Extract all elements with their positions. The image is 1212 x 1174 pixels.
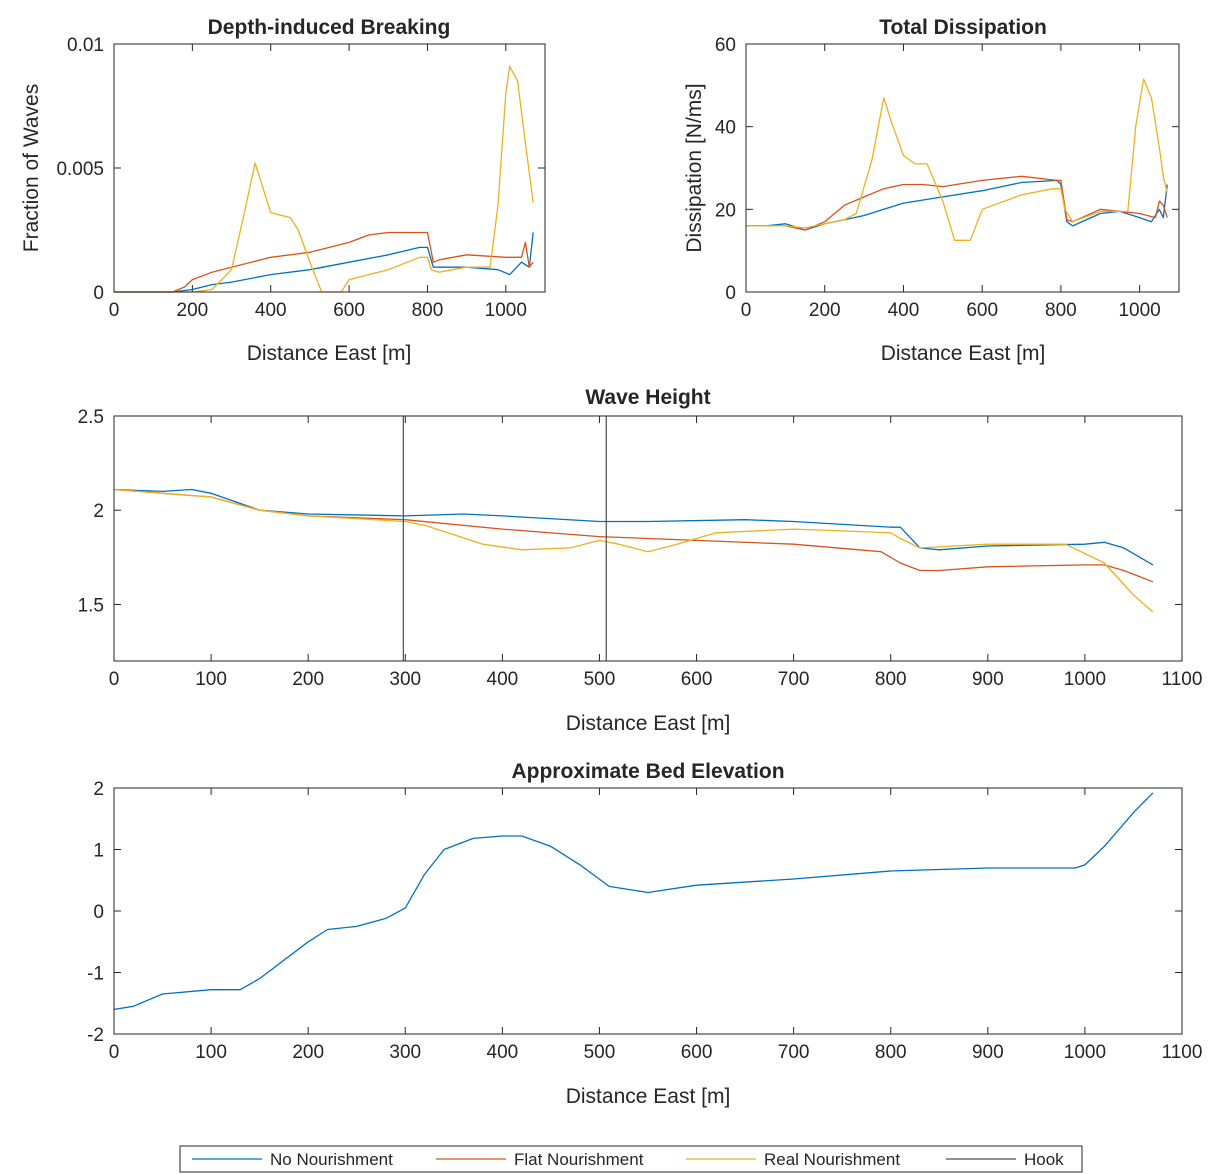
ytick-label-dissipation: 0 <box>725 283 736 304</box>
xtick-label-bed: 900 <box>972 1042 1004 1063</box>
xtick-label-dissipation: 800 <box>1045 300 1077 321</box>
ylabel-dissipation: Dissipation [N/ms] <box>683 83 706 252</box>
title-waveheight: Wave Height <box>585 386 710 409</box>
ticks-bed: 0 100 200 300 400 500 600 700 800 900 1000 1100 -2 -1… <box>87 779 1202 1063</box>
xtick-label-bed: 200 <box>292 1042 324 1063</box>
title-breaking: Depth-induced Breaking <box>208 16 451 39</box>
xtick-label-dissipation: 0 <box>741 300 752 321</box>
panel-waveheight: Wave Height Distance East [m] 0 100 200 300… <box>78 386 1203 735</box>
lines-bed <box>113 792 1154 1011</box>
legend-label-real-nourishment: Real Nourishment <box>764 1150 900 1169</box>
xtick-label-bed: 100 <box>195 1042 227 1063</box>
legend-label-no-nourishment: No Nourishment <box>270 1150 393 1169</box>
legend: No Nourishment Flat Nourishment Real Nou… <box>179 1145 1083 1173</box>
series-flat-nourishment-dissipation <box>746 175 1168 231</box>
ytick-label-bed: 1 <box>93 841 104 862</box>
ticks-dissipation: 0 200 400 600 800 1000 0 20 40 60 <box>715 35 1179 321</box>
series-flat-nourishment-breaking <box>114 231 534 293</box>
xtick-label-waveheight: 1100 <box>1162 669 1203 690</box>
xlabel-waveheight: Distance East [m] <box>566 712 731 735</box>
legend-label-hook: Hook <box>1024 1150 1064 1169</box>
xtick-label-waveheight: 1000 <box>1064 669 1106 690</box>
axes-box-breaking <box>113 43 546 293</box>
ytick-label-breaking: 0 <box>93 283 104 304</box>
xtick-label-waveheight: 900 <box>972 669 1004 690</box>
ytick-label-dissipation: 60 <box>715 35 736 56</box>
xtick-label-breaking: 600 <box>333 300 365 321</box>
series-no-nourishment-dissipation <box>746 179 1168 231</box>
ytick-label-waveheight: 1.5 <box>78 595 104 616</box>
ytick-label-breaking: 0.01 <box>67 35 104 56</box>
series-no-nourishment-bed <box>113 792 1154 1011</box>
ytick-label-breaking: 0.005 <box>56 159 104 180</box>
xtick-label-waveheight: 300 <box>389 669 421 690</box>
xtick-label-waveheight: 200 <box>292 669 324 690</box>
ytick-label-bed: 0 <box>93 902 104 923</box>
xlabel-dissipation: Distance East [m] <box>881 342 1046 365</box>
series-real-nourishment-waveheight <box>113 488 1154 613</box>
ytick-label-dissipation: 20 <box>715 200 736 221</box>
xtick-label-waveheight: 700 <box>778 669 810 690</box>
xtick-label-dissipation: 1000 <box>1118 300 1160 321</box>
xtick-label-bed: 300 <box>389 1042 421 1063</box>
title-dissipation: Total Dissipation <box>879 16 1047 39</box>
axes-box-waveheight <box>113 415 1183 662</box>
xlabel-bed: Distance East [m] <box>566 1085 731 1108</box>
xtick-label-bed: 600 <box>681 1042 713 1063</box>
panel-bed: Approximate Bed Elevation Distance East … <box>87 760 1202 1108</box>
xlabel-breaking: Distance East [m] <box>247 342 412 365</box>
ytick-label-bed: 2 <box>93 779 104 800</box>
legend-entry-hook: Hook <box>946 1150 1064 1169</box>
xtick-label-breaking: 400 <box>255 300 287 321</box>
xtick-label-waveheight: 0 <box>109 669 120 690</box>
axes-box-dissipation <box>745 43 1180 293</box>
series-flat-nourishment-waveheight <box>113 488 1154 583</box>
legend-box <box>179 1145 1083 1173</box>
series-no-nourishment-waveheight <box>113 488 1154 566</box>
xtick-label-bed: 700 <box>778 1042 810 1063</box>
ticks-breaking: 0 200 400 600 800 1000 0 0.005 0.01 <box>56 35 545 321</box>
legend-entry-no-nourishment: No Nourishment <box>192 1150 393 1169</box>
xtick-label-bed: 400 <box>487 1042 519 1063</box>
panel-dissipation: Total Dissipation Dissipation [N/ms] Dis… <box>683 16 1180 365</box>
axes-box-bed <box>113 787 1183 1035</box>
series-no-nourishment-breaking <box>114 232 534 293</box>
ytick-label-waveheight: 2.5 <box>78 407 104 428</box>
xtick-label-bed: 0 <box>109 1042 120 1063</box>
ytick-label-waveheight: 2 <box>93 501 104 522</box>
xtick-label-breaking: 200 <box>177 300 209 321</box>
xtick-label-waveheight: 600 <box>681 669 713 690</box>
ylabel-breaking: Fraction of Waves <box>20 84 43 252</box>
xtick-label-bed: 800 <box>875 1042 907 1063</box>
xtick-label-bed: 500 <box>584 1042 616 1063</box>
legend-entry-real-nourishment: Real Nourishment <box>686 1150 900 1169</box>
xtick-label-dissipation: 200 <box>809 300 841 321</box>
ticks-waveheight: 0 100 200 300 400 500 600 700 800 900 1000 1100 1.5 2… <box>78 407 1203 690</box>
xtick-label-dissipation: 600 <box>966 300 998 321</box>
lines-breaking <box>114 65 534 293</box>
title-bed: Approximate Bed Elevation <box>511 760 784 783</box>
lines-waveheight <box>113 416 1154 661</box>
xtick-label-waveheight: 800 <box>875 669 907 690</box>
ytick-label-bed: -2 <box>87 1025 104 1046</box>
xtick-label-waveheight: 400 <box>487 669 519 690</box>
xtick-label-waveheight: 500 <box>584 669 616 690</box>
legend-label-flat-nourishment: Flat Nourishment <box>514 1150 644 1169</box>
series-real-nourishment-breaking <box>114 65 534 293</box>
xtick-label-breaking: 1000 <box>485 300 527 321</box>
xtick-label-breaking: 800 <box>412 300 444 321</box>
xtick-label-breaking: 0 <box>109 300 120 321</box>
lines-dissipation <box>746 78 1168 241</box>
legend-entry-flat-nourishment: Flat Nourishment <box>436 1150 644 1169</box>
xtick-label-bed: 1000 <box>1064 1042 1106 1063</box>
ytick-label-bed: -1 <box>87 964 104 985</box>
ytick-label-dissipation: 40 <box>715 118 736 139</box>
series-real-nourishment-dissipation <box>746 78 1168 241</box>
xtick-label-bed: 1100 <box>1162 1042 1203 1063</box>
xtick-label-waveheight: 100 <box>195 669 227 690</box>
xtick-label-dissipation: 400 <box>888 300 920 321</box>
panel-breaking: Depth-induced Breaking Fraction of Waves… <box>20 16 546 365</box>
